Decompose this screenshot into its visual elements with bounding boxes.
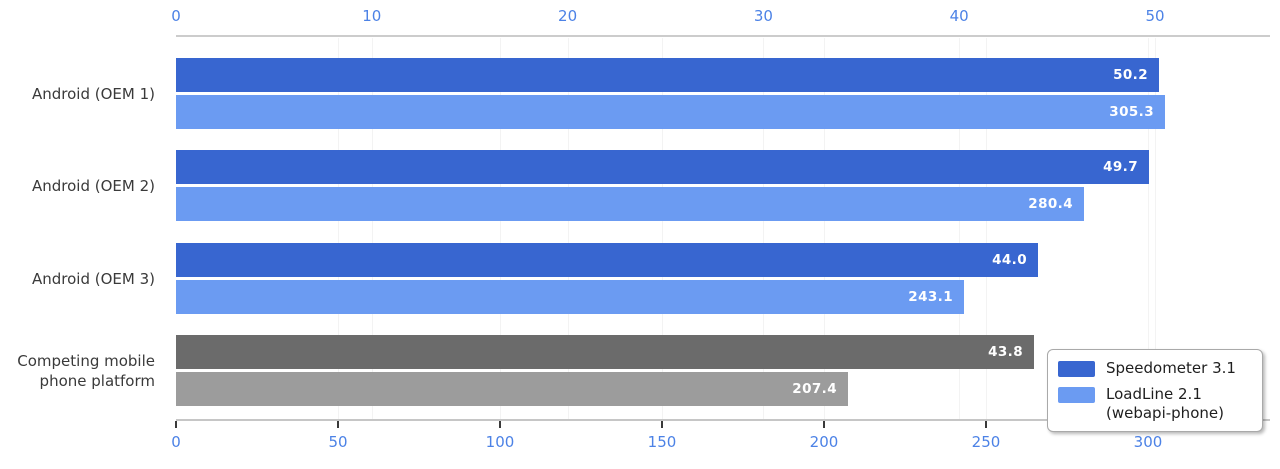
loadline-color-swatch [1058,387,1095,403]
bottom-axis-tick-mark [499,421,501,428]
bottom-axis-tick-label: 150 [647,433,677,451]
category-label: Competing mobile phone platform [17,351,155,390]
top-axis-tick-label: 10 [362,7,382,25]
legend-item-speedometer: Speedometer 3.1 [1058,359,1252,378]
bar-value-label: 43.8 [988,344,1023,360]
gridline [568,38,569,419]
bar-segment: 49.7 [176,150,1149,184]
gridline [824,38,825,419]
bar-segment: 207.4 [176,372,848,406]
bar-segment: 280.4 [176,187,1084,221]
legend-label-line1: LoadLine 2.1 [1106,385,1202,403]
top-axis-line [176,35,1270,37]
gridline [959,38,960,419]
bottom-axis-tick-mark [175,421,177,428]
speedometer-color-swatch [1058,361,1095,377]
bottom-axis-tick-mark [823,421,825,428]
legend-label: Speedometer 3.1 [1106,359,1236,377]
bar-value-label: 243.1 [908,289,953,305]
bar-value-label: 207.4 [792,381,837,397]
bar-segment: 44.0 [176,243,1038,277]
legend-label-line2: (webapi-phone) [1106,404,1224,422]
category-label: Android (OEM 1) [31,84,155,103]
top-axis-tick-label: 20 [558,7,578,25]
bottom-axis-tick-label: 50 [328,433,348,451]
bar-value-label: 280.4 [1028,196,1073,212]
bar-value-label: 50.2 [1113,67,1148,83]
bottom-axis-tick-mark [661,421,663,428]
gridline [763,38,764,419]
gridline [1155,38,1156,419]
top-axis-tick-label: 30 [753,7,773,25]
category-label: Android (OEM 3) [31,269,155,288]
gridline [500,38,501,419]
bar-value-label: 49.7 [1103,159,1138,175]
legend-label: LoadLine 2.1 (webapi-phone) [1106,385,1224,423]
bottom-axis-tick-label: 100 [485,433,515,451]
legend: Speedometer 3.1 LoadLine 2.1 (webapi-pho… [1047,349,1263,432]
bottom-axis-tick-mark [985,421,987,428]
gridline [1148,38,1149,419]
gridline [372,38,373,419]
gridline [338,38,339,419]
bar-value-label: 44.0 [992,252,1027,268]
legend-item-loadline: LoadLine 2.1 (webapi-phone) [1058,385,1252,423]
top-axis-tick-label: 50 [1145,7,1165,25]
gridline [662,38,663,419]
gridline [986,38,987,419]
category-label: Android (OEM 2) [31,176,155,195]
top-axis-tick-label: 0 [171,7,181,25]
bottom-axis-tick-label: 200 [809,433,839,451]
top-axis-tick-label: 40 [949,7,969,25]
bottom-axis-tick-label: 300 [1133,433,1163,451]
bottom-axis-tick-label: 0 [171,433,181,451]
bottom-axis-line [176,419,1270,421]
bottom-axis-tick-label: 250 [971,433,1001,451]
bar-segment: 305.3 [176,95,1165,129]
bar-value-label: 305.3 [1109,104,1154,120]
bar-segment: 43.8 [176,335,1034,369]
bottom-axis-tick-mark [337,421,339,428]
bar-segment: 243.1 [176,280,964,314]
bar-segment: 50.2 [176,58,1159,92]
